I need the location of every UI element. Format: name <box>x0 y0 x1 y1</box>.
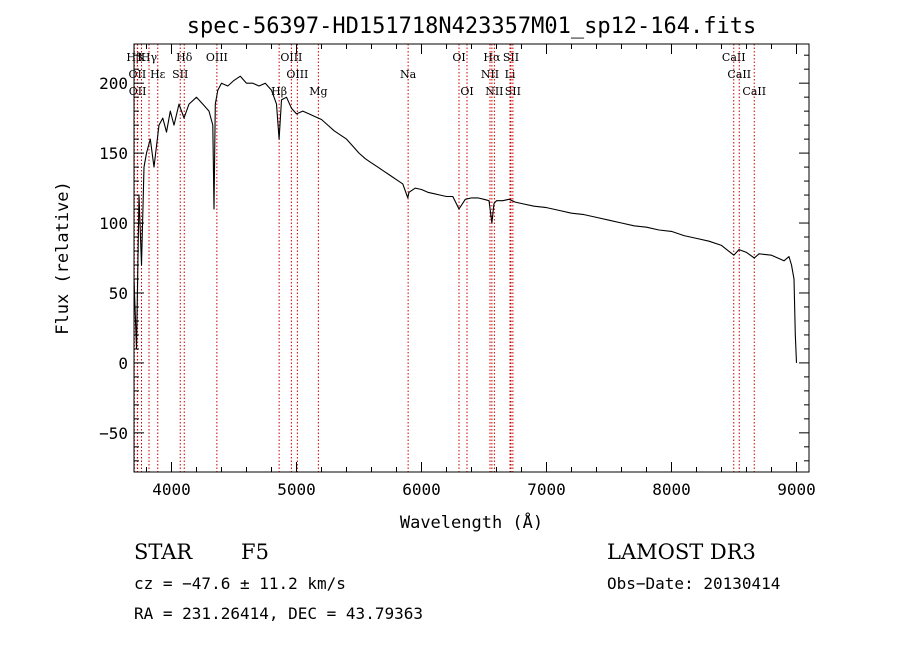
line-label-15: OI <box>460 85 473 98</box>
line-label-23: CaII <box>727 68 751 81</box>
y-tick-label-5: 200 <box>99 74 128 93</box>
line-label-13: Na <box>400 68 417 81</box>
x-tick-label-4: 8000 <box>652 480 691 499</box>
line-label-14: OI <box>452 51 465 64</box>
spectrum-line <box>133 75 798 363</box>
line-label-5: OII <box>129 85 147 98</box>
line-label-17: SII <box>503 51 519 64</box>
line-label-6: Hε <box>150 68 166 81</box>
x-tick-label-1: 5000 <box>277 480 316 499</box>
x-tick-label-5: 9000 <box>777 480 816 499</box>
plot-frame <box>133 43 810 473</box>
line-label-22: CaII <box>722 51 746 64</box>
y-tick-label-0: −50 <box>99 424 128 443</box>
y-tick-label-3: 100 <box>99 214 128 233</box>
line-label-3: OII <box>129 68 147 81</box>
x-tick-label-0: 4000 <box>152 480 191 499</box>
line-label-8: Hδ <box>176 51 193 64</box>
line-label-2: Hγ <box>141 51 158 64</box>
line-label-12: Mg <box>309 85 327 98</box>
line-label-24: CaII <box>742 85 766 98</box>
line-label-20: NII <box>485 85 503 98</box>
line-label-9: OIII <box>280 51 302 64</box>
line-label-21: SII <box>505 85 521 98</box>
line-label-16: Hα <box>483 51 501 64</box>
survey-name: LAMOST DR3 <box>607 540 756 564</box>
observation-date: Obs−Date: 20130414 <box>607 574 781 593</box>
y-tick-label-4: 150 <box>99 144 128 163</box>
spectrum-chart: spec-56397-HD151718N423357M01_sp12-164.f… <box>53 14 816 533</box>
redshift-cz: cz = −47.6 ± 11.2 km/s <box>134 574 346 593</box>
line-label-19: Li <box>505 68 516 81</box>
x-axis-label: Wavelength (Å) <box>400 511 543 533</box>
line-label-11: Hβ <box>271 85 287 98</box>
line-label-1: K <box>137 51 146 64</box>
chart-title: spec-56397-HD151718N423357M01_sp12-164.f… <box>187 14 757 39</box>
spectral-subclass: F5 <box>241 540 269 564</box>
coordinates: RA = 231.26414, DEC = 43.79363 <box>134 604 423 623</box>
x-tick-label-3: 7000 <box>527 480 566 499</box>
line-label-7: SII <box>172 68 188 81</box>
y-tick-label-2: 50 <box>109 284 128 303</box>
line-label-10: OIII <box>286 68 308 81</box>
x-tick-label-2: 6000 <box>402 480 441 499</box>
y-tick-label-1: 0 <box>118 354 128 373</box>
line-label-18: NII <box>481 68 499 81</box>
object-class: STAR <box>134 540 193 564</box>
y-axis-label: Flux (relative) <box>53 181 73 335</box>
line-label-4: OIII <box>206 51 228 64</box>
